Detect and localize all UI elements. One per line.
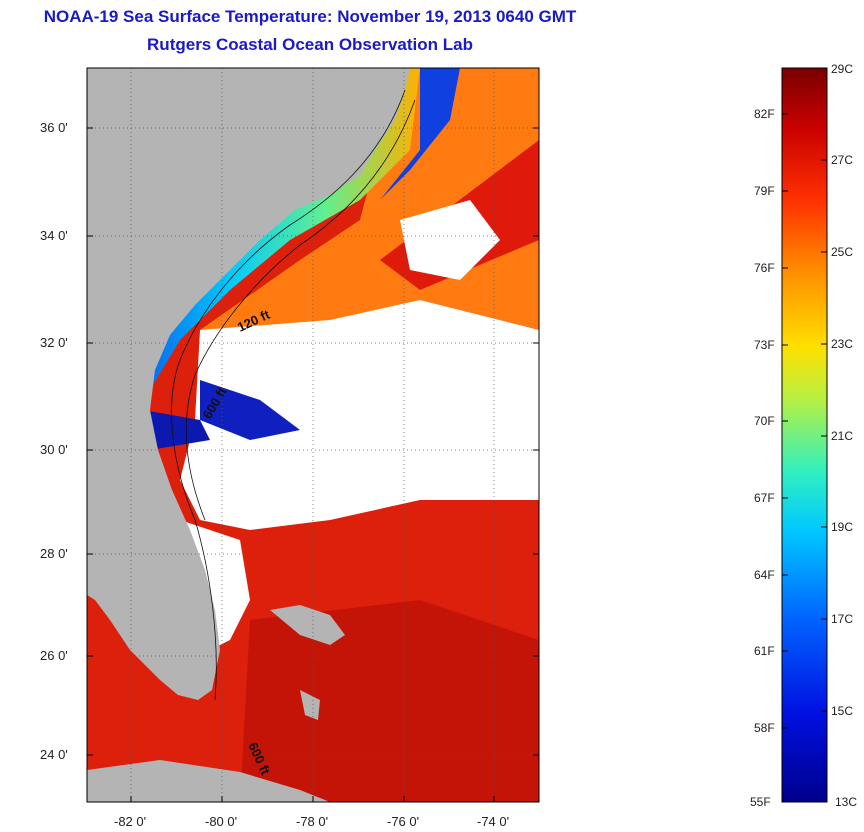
colorbar-celsius-label: 19C — [831, 520, 854, 534]
lat-tick-label: 28 0' — [40, 546, 68, 561]
lat-tick-label: 34 0' — [40, 228, 68, 243]
colorbar-celsius-label: 13C — [835, 795, 858, 809]
sst-map: 120 ft 600 ft 600 ft — [87, 68, 539, 802]
dark-warm-patch — [240, 600, 539, 802]
lat-tick-label: 36 0' — [40, 120, 68, 135]
colorbar-fahrenheit-label: 73F — [754, 338, 775, 352]
map-grid — [87, 68, 539, 802]
colorbar-fahrenheit-label: 76F — [754, 261, 775, 275]
map-title: NOAA-19 Sea Surface Temperature: Novembe… — [43, 7, 577, 26]
depth-contour-line — [171, 89, 406, 701]
colorbar-celsius-label: 17C — [831, 612, 854, 626]
colorbar-celsius-label: 23C — [831, 337, 854, 351]
bahamas-island-small — [300, 690, 320, 720]
cloud-cover — [180, 300, 539, 530]
lon-tick-label: -82 0' — [114, 814, 147, 829]
colorbar-ticks — [782, 113, 827, 729]
cuba-coast — [87, 760, 330, 802]
colorbar-fahrenheit-label: 61F — [754, 644, 775, 658]
lat-tick-label: 32 0' — [40, 335, 68, 350]
depth-contour-line — [185, 99, 416, 521]
lon-tick-label: -76 0' — [387, 814, 420, 829]
colorbar-celsius-label: 21C — [831, 429, 854, 443]
cloud-patch — [400, 200, 500, 280]
colorbar-fahrenheit-label: 55F — [750, 795, 771, 809]
colorbar-celsius-label: 29C — [831, 62, 854, 76]
colorbar-celsius-label: 25C — [831, 245, 854, 259]
lon-tick-label: -78 0' — [296, 814, 329, 829]
colorbar-fahrenheit-label: 64F — [754, 568, 775, 582]
colorbar-celsius-label: 27C — [831, 153, 854, 167]
lat-tick-label: 26 0' — [40, 648, 68, 663]
lat-tick-label: 24 0' — [40, 747, 68, 762]
colorbar — [781, 67, 828, 803]
colorbar-celsius-label: 15C — [831, 704, 854, 718]
cool-fringe — [200, 380, 300, 440]
land-mass — [87, 68, 410, 700]
map-subtitle: Rutgers Coastal Ocean Observation Lab — [147, 35, 473, 54]
colorbar-fahrenheit-label: 79F — [754, 184, 775, 198]
lat-tick-label: 30 0' — [40, 442, 68, 457]
lon-tick-label: -74 0' — [477, 814, 510, 829]
colorbar-fahrenheit-label: 58F — [754, 721, 775, 735]
northern-cool-water — [380, 68, 460, 200]
bahamas-island — [270, 605, 345, 645]
lon-tick-label: -80 0' — [205, 814, 238, 829]
gulf-stream-band — [200, 68, 539, 360]
colorbar-fahrenheit-label: 67F — [754, 491, 775, 505]
colorbar-fahrenheit-label: 70F — [754, 414, 775, 428]
axis-ticks — [87, 127, 539, 802]
colorbar-fahrenheit-label: 82F — [754, 107, 775, 121]
